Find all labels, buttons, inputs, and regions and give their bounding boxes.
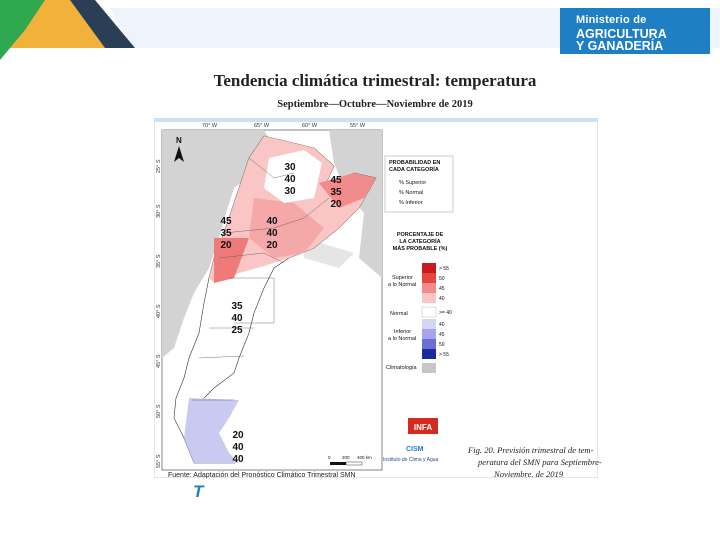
- left-tick-5: 45° S: [156, 354, 162, 368]
- svg-text:CISM: CISM: [406, 446, 424, 453]
- svg-text:50: 50: [439, 342, 445, 348]
- svg-text:35: 35: [220, 228, 232, 239]
- cism-logo: CISM Instituto de Clima y Agua: [383, 446, 439, 463]
- figure-caption: Fig. 20. Previsión trimestral de tem- pe…: [468, 444, 602, 480]
- region-label-1: 30 40 30: [284, 162, 296, 197]
- svg-text:>= 40: >= 40: [439, 310, 452, 316]
- left-tick-3: 35° S: [156, 254, 162, 268]
- region-label-3: 45 35 20: [220, 216, 232, 251]
- page-title: Tendencia climática trimestral: temperat…: [213, 71, 537, 90]
- region-label-4: 40 40 20: [266, 216, 278, 251]
- svg-text:0: 0: [328, 455, 331, 460]
- legend-swatch-clim: [422, 363, 436, 373]
- svg-text:20: 20: [220, 240, 232, 251]
- ministry-line3: Y GANADERÍA: [576, 39, 664, 53]
- svg-text:% Inferior: % Inferior: [399, 200, 423, 206]
- legend-swatch-normal: [421, 306, 437, 318]
- caption-line-1: Fig. 20. Previsión trimestral de tem-: [468, 445, 594, 455]
- svg-text:30: 30: [284, 162, 296, 173]
- svg-text:a lo Normal: a lo Normal: [388, 336, 416, 342]
- legend-swatch-sup40: [422, 293, 436, 303]
- svg-text:LA CATEGORÍA: LA CATEGORÍA: [399, 237, 440, 245]
- caption-line-3: Noviembre. de 2019: [494, 469, 564, 479]
- north-arrow-icon: N: [174, 136, 184, 162]
- svg-text:40: 40: [439, 296, 445, 302]
- legend-swatch-inf55: [422, 349, 436, 359]
- left-tick-4: 40° S: [156, 304, 162, 318]
- svg-text:35: 35: [231, 301, 243, 312]
- svg-text:50: 50: [439, 276, 445, 282]
- legend-swatch-inf50: [422, 339, 436, 349]
- svg-text:35: 35: [330, 187, 342, 198]
- zone-inferior: [184, 398, 239, 463]
- svg-text:PORCENTAJE DE: PORCENTAJE DE: [397, 232, 444, 238]
- svg-text:40: 40: [266, 216, 278, 227]
- svg-text:20: 20: [330, 199, 342, 210]
- svg-text:% Superior: % Superior: [399, 180, 426, 186]
- svg-text:200: 200: [342, 455, 350, 460]
- svg-text:Inferior: Inferior: [394, 329, 411, 335]
- svg-text:N: N: [176, 136, 182, 145]
- legend-swatch-inf45: [422, 329, 436, 339]
- left-tick-6: 50° S: [156, 404, 162, 418]
- svg-text:30: 30: [284, 186, 296, 197]
- legend-swatch-sup55: [422, 263, 436, 273]
- left-tick-2: 30° S: [156, 204, 162, 218]
- ministry-line1: Ministerio de: [576, 14, 647, 26]
- left-tick-1: 25° S: [156, 159, 162, 173]
- svg-text:40: 40: [231, 313, 243, 324]
- ministry-line2: AGRICULTURA: [576, 27, 667, 41]
- scale-bar: 0 200 400 km: [328, 455, 372, 466]
- svg-text:45: 45: [220, 216, 232, 227]
- legend-swatch-inf40: [422, 319, 436, 329]
- t-mark-icon: T: [193, 482, 204, 501]
- legend-probability: PROBABILIDAD EN CADA CATEGORÍA % Superio…: [384, 155, 454, 213]
- svg-text:45: 45: [439, 332, 445, 338]
- svg-text:40: 40: [284, 174, 296, 185]
- svg-text:40: 40: [266, 228, 278, 239]
- svg-text:INFA: INFA: [414, 423, 432, 432]
- caption-line-2: peratura del SMN para Septiembre-: [478, 457, 602, 467]
- svg-text:40: 40: [439, 322, 445, 328]
- page-subtitle: Septiembre—Octubre—Noviembre de 2019: [277, 99, 473, 110]
- svg-text:Instituto de Clima y Agua: Instituto de Clima y Agua: [383, 457, 439, 463]
- region-label-6: 20 40 40: [232, 430, 244, 465]
- ministry-logo: Ministerio de AGRICULTURA Y GANADERÍA: [560, 8, 710, 54]
- legend-swatch-sup50: [422, 273, 436, 283]
- svg-text:20: 20: [266, 240, 278, 251]
- infa-logo: INFA: [408, 418, 438, 434]
- svg-text:400 km: 400 km: [357, 455, 372, 460]
- svg-text:> 55: > 55: [439, 266, 449, 272]
- left-tick-7: 55° S: [156, 454, 162, 468]
- svg-text:> 55: > 55: [439, 352, 449, 358]
- svg-text:PROBABILIDAD EN: PROBABILIDAD EN: [389, 160, 440, 166]
- svg-text:40: 40: [232, 442, 244, 453]
- region-label-2: 45 35 20: [330, 175, 342, 210]
- svg-text:40: 40: [232, 454, 244, 465]
- svg-text:Superior: Superior: [392, 275, 413, 281]
- svg-text:a lo Normal: a lo Normal: [388, 282, 416, 288]
- svg-text:MÁS PROBABLE (%): MÁS PROBABLE (%): [393, 245, 448, 252]
- svg-text:20: 20: [232, 430, 244, 441]
- svg-text:45: 45: [439, 286, 445, 292]
- legend-percentage: PORCENTAJE DE LA CATEGORÍA MÁS PROBABLE …: [386, 232, 452, 373]
- top-tick-3: 60° W: [302, 123, 318, 129]
- legend-swatch-sup45: [422, 283, 436, 293]
- svg-text:Climatología: Climatología: [386, 365, 418, 371]
- region-label-5: 35 40 25: [231, 301, 243, 336]
- svg-text:Normal: Normal: [390, 311, 408, 317]
- svg-text:25: 25: [231, 325, 243, 336]
- svg-text:CADA CATEGORÍA: CADA CATEGORÍA: [389, 165, 439, 173]
- svg-text:% Normal: % Normal: [399, 190, 423, 196]
- top-tick-1: 70° W: [202, 123, 218, 129]
- forecast-map: 70° W 65° W 60° W 55° W 25° S 30° S 35° …: [154, 118, 598, 478]
- top-tick-4: 55° W: [350, 123, 366, 129]
- svg-text:45: 45: [330, 175, 342, 186]
- top-tick-2: 65° W: [254, 123, 270, 129]
- source-note: Fuente: Adaptación del Pronóstico Climát…: [168, 472, 356, 479]
